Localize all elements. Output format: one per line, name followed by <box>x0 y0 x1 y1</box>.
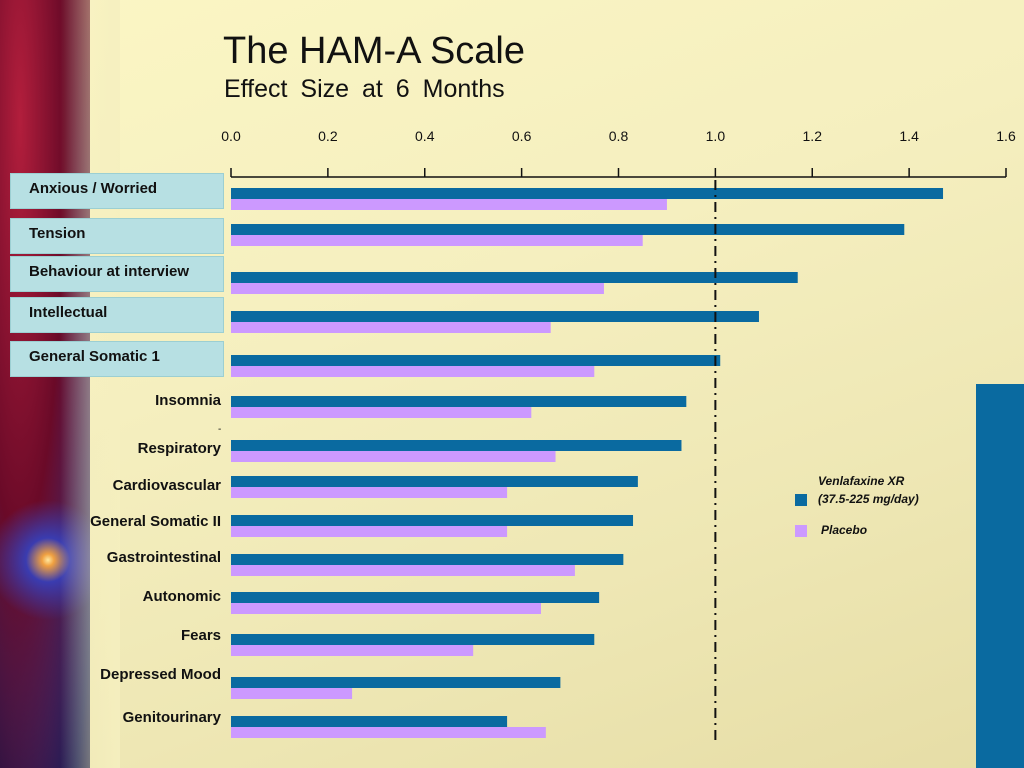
bar-venlafaxine-11 <box>231 634 595 645</box>
bar-placebo-10 <box>231 603 541 614</box>
category-label-10: Autonomic <box>142 588 221 605</box>
bar-venlafaxine-6 <box>231 440 682 451</box>
x-tick-label-2: 0.4 <box>415 128 435 144</box>
category-label-8: General Somatic II <box>90 513 221 530</box>
bar-placebo-1 <box>231 235 643 246</box>
category-label-13: Genitourinary <box>122 709 221 726</box>
legend-swatch-venlafaxine <box>795 494 807 506</box>
x-tick-label-7: 1.4 <box>899 128 919 144</box>
bar-placebo-3 <box>231 322 551 333</box>
category-label-7: Cardiovascular <box>112 477 221 494</box>
bar-placebo-11 <box>231 645 474 656</box>
bar-placebo-13 <box>231 727 546 738</box>
bar-venlafaxine-9 <box>231 554 624 565</box>
category-label-2: Behaviour at interview <box>10 256 224 292</box>
bar-venlafaxine-12 <box>231 677 561 688</box>
bar-placebo-2 <box>231 283 604 294</box>
bar-placebo-6 <box>231 451 556 462</box>
category-label-0: Anxious / Worried <box>10 173 224 209</box>
category-label-6: Respiratory <box>137 440 221 457</box>
category-label-12: Depressed Mood <box>100 666 221 683</box>
bar-placebo-7 <box>231 487 508 498</box>
bar-placebo-12 <box>231 688 353 699</box>
x-tick-label-8: 1.6 <box>996 128 1016 144</box>
bar-venlafaxine-13 <box>231 716 508 727</box>
bar-venlafaxine-7 <box>231 476 638 487</box>
x-tick-label-1: 0.2 <box>318 128 338 144</box>
category-label-5: Insomnia <box>155 392 221 409</box>
chart-title: The HAM-A Scale <box>223 30 525 72</box>
category-label-9: Gastrointestinal <box>106 549 221 566</box>
x-tick-label-4: 0.8 <box>608 128 629 144</box>
category-label-4: General Somatic 1 <box>10 341 224 377</box>
category-label-1: Tension <box>10 218 224 254</box>
bar-placebo-0 <box>231 199 667 210</box>
bar-venlafaxine-4 <box>231 355 721 366</box>
x-tick-label-3: 0.6 <box>511 128 532 144</box>
bar-placebo-5 <box>231 407 532 418</box>
bar-venlafaxine-8 <box>231 515 634 526</box>
bar-venlafaxine-0 <box>231 188 944 199</box>
stray-dash: - <box>218 424 222 435</box>
decorative-right-block <box>976 384 1024 768</box>
legend-swatch-placebo <box>795 525 807 537</box>
bar-placebo-9 <box>231 565 575 576</box>
bar-venlafaxine-5 <box>231 396 687 407</box>
bar-placebo-8 <box>231 526 508 537</box>
category-label-11: Fears <box>180 627 221 644</box>
bar-placebo-4 <box>231 366 595 377</box>
legend-label-venlafaxine: Venlafaxine XR <box>818 474 905 488</box>
bar-venlafaxine-3 <box>231 311 759 322</box>
legend-label-placebo: Placebo <box>821 523 868 537</box>
x-tick-label-5: 1.0 <box>705 128 726 144</box>
bar-venlafaxine-1 <box>231 224 905 235</box>
legend-detail-venlafaxine: (37.5-225 mg/day) <box>818 492 919 506</box>
category-label-3: Intellectual <box>10 297 224 333</box>
x-tick-label-6: 1.2 <box>802 128 822 144</box>
bar-venlafaxine-10 <box>231 592 600 603</box>
decorative-left-fade <box>60 0 120 768</box>
chart-subtitle: Effect Size at 6 Months <box>224 75 505 103</box>
x-tick-label-0: 0.0 <box>221 128 241 144</box>
bar-venlafaxine-2 <box>231 272 798 283</box>
